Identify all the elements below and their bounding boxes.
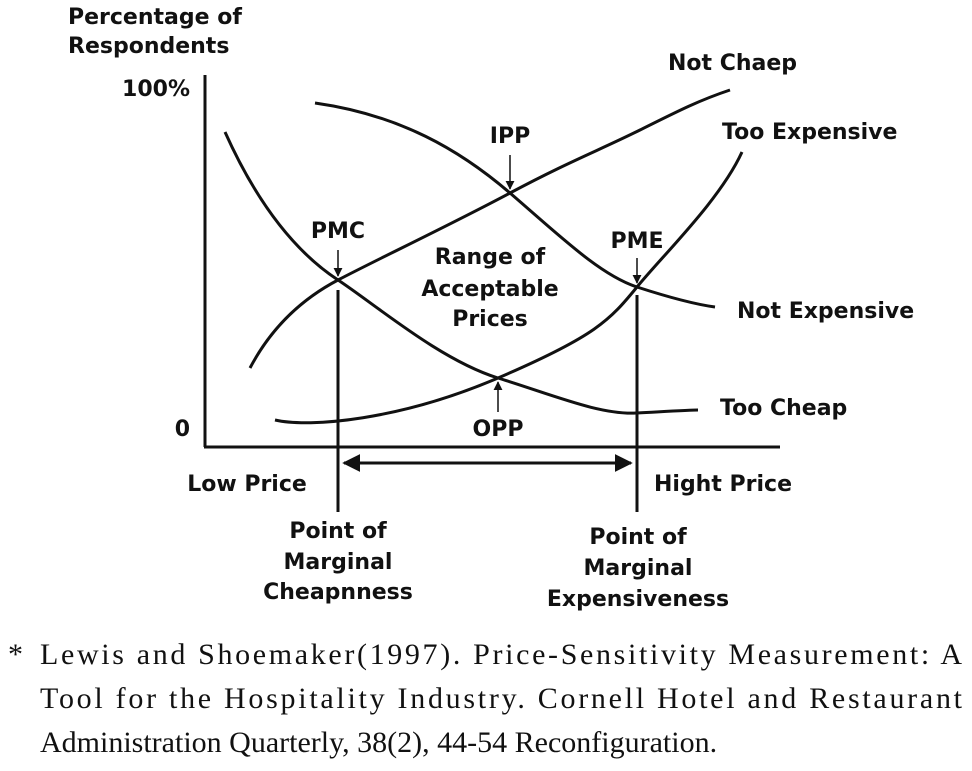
point-label: OPP xyxy=(473,417,524,442)
range-label: Range of xyxy=(435,245,546,270)
point-label: IPP xyxy=(490,124,530,149)
point-label: PMC xyxy=(311,219,365,244)
curve-not-expensive xyxy=(314,101,716,309)
y-label: Percentage of xyxy=(68,5,242,30)
curve-label: Not Chaep xyxy=(668,51,797,76)
curve-label: Too Cheap xyxy=(720,396,847,421)
caption-line: Administration Quarterly, 38(2), 44-54 R… xyxy=(40,726,717,759)
curve-too-cheap xyxy=(223,131,699,415)
caption-mark: * xyxy=(8,638,23,671)
y-bottom: 0 xyxy=(175,417,190,442)
caption-line: Tool for the Hospitality Industry. Corne… xyxy=(40,682,963,715)
range-label: Prices xyxy=(452,307,528,332)
y-top: 100% xyxy=(122,77,190,102)
x-right: Hight Price xyxy=(654,472,792,497)
curve-label: Too Expensive xyxy=(722,120,897,145)
pme-label: Marginal xyxy=(584,556,693,581)
y-label: Respondents xyxy=(68,34,229,59)
pme-label: Expensiveness xyxy=(547,587,729,612)
range-label: Acceptable xyxy=(421,277,558,302)
caption-line: Lewis and Shoemaker(1997). Price-Sensiti… xyxy=(40,638,962,671)
pmc-label: Point of xyxy=(289,519,387,544)
pmc-label: Marginal xyxy=(284,550,393,575)
curve-too-expensive xyxy=(274,151,744,425)
point-label: PME xyxy=(610,229,663,254)
curve-label: Not Expensive xyxy=(737,299,914,324)
pmc-label: Cheapnness xyxy=(263,580,413,605)
pme-label: Point of xyxy=(589,525,687,550)
x-left: Low Price xyxy=(187,472,307,497)
curve-not-cheap xyxy=(248,88,731,369)
